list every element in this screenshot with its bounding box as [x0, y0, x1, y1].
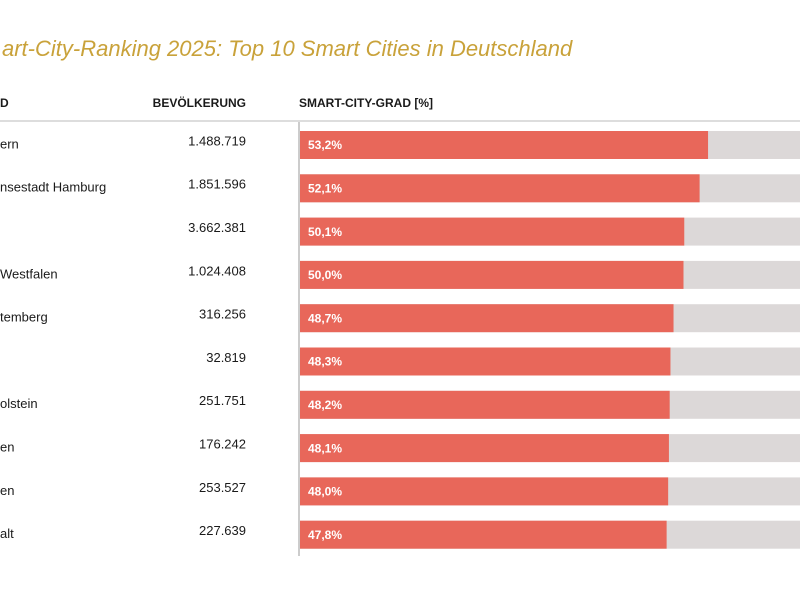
bar-label: 48,3% [308, 355, 342, 369]
bar-label: 53,2% [308, 138, 342, 152]
bar [300, 434, 669, 463]
bar-label: 48,0% [308, 485, 342, 499]
population: 176.242 [199, 437, 246, 452]
bar-label: 47,8% [308, 528, 342, 542]
population: 32.819 [206, 350, 246, 365]
bar [300, 131, 709, 159]
bar [300, 477, 669, 506]
bar-label: 50,0% [308, 268, 342, 282]
bar [300, 217, 685, 246]
bar [300, 174, 700, 203]
population: 1.851.596 [188, 177, 246, 192]
bar [300, 304, 674, 333]
population: 251.751 [199, 393, 246, 408]
bar-label: 48,7% [308, 311, 342, 325]
bar [300, 347, 671, 376]
state: nsestadt Hamburg [0, 180, 106, 195]
bar-label: 50,1% [308, 225, 342, 239]
state: olstein [0, 396, 38, 411]
population: 3.662.381 [188, 220, 246, 235]
bar-label: 52,1% [308, 181, 342, 195]
header-grad: SMART-CITY-GRAD [%] [299, 96, 433, 110]
state: alt [0, 526, 14, 541]
population: 253.527 [199, 480, 246, 495]
header-land: D [0, 96, 9, 110]
population: 227.639 [199, 523, 246, 538]
bar [300, 520, 667, 549]
state: en [0, 440, 14, 455]
bar [300, 390, 670, 419]
bar-label: 48,2% [308, 398, 342, 412]
state: temberg [0, 310, 48, 325]
population: 316.256 [199, 307, 246, 322]
bar-label: 48,1% [308, 441, 342, 455]
bar [300, 260, 684, 289]
state: en [0, 483, 14, 498]
header-population: BEVÖLKERUNG [153, 95, 246, 110]
population: 1.488.719 [188, 133, 246, 148]
title: art-City-Ranking 2025: Top 10 Smart Citi… [2, 36, 573, 61]
population: 1.024.408 [188, 263, 246, 278]
state: Westfalen [0, 266, 58, 281]
state: ern [0, 136, 19, 151]
